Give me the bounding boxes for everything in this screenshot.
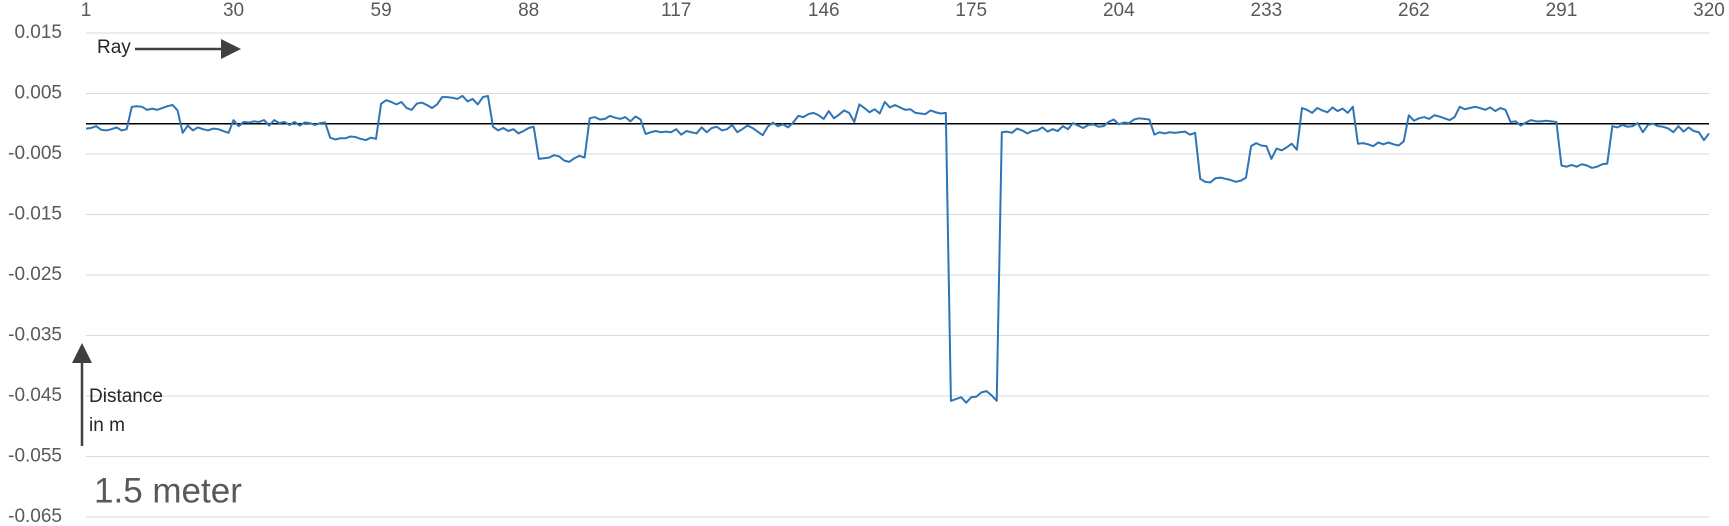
x-tick-label: 146 <box>808 0 840 21</box>
x-tick-label: 320 <box>1693 0 1725 21</box>
data-line <box>85 94 1710 404</box>
y-tick-label: -0.025 <box>8 264 62 285</box>
plot <box>85 94 1710 404</box>
x-tick-label: 30 <box>223 0 244 21</box>
y-tick-label: -0.065 <box>8 506 62 526</box>
x-tick-label: 1 <box>81 0 92 21</box>
x-tick-label: 88 <box>518 0 539 21</box>
x-tick-label: 117 <box>661 0 691 21</box>
y-tick-label: -0.055 <box>8 446 62 467</box>
y-tick-label: -0.035 <box>8 325 62 346</box>
x-tick-label: 59 <box>371 0 392 21</box>
annotation: Distance <box>89 386 163 407</box>
y-tick-label: 0.015 <box>14 22 62 43</box>
x-tick-label: 233 <box>1251 0 1283 21</box>
x-tick-label: 175 <box>955 0 987 21</box>
grid <box>86 32 1709 518</box>
annotation: in m <box>89 415 125 436</box>
x-tick-label: 262 <box>1398 0 1430 21</box>
y-tick-label: -0.015 <box>8 204 62 225</box>
y-tick-label: -0.005 <box>8 143 62 164</box>
y-tick-label: -0.045 <box>8 385 62 406</box>
y-tick-label: 0.005 <box>14 83 62 104</box>
annotation: 1.5 meter <box>94 471 242 510</box>
x-tick-label: 291 <box>1546 0 1578 21</box>
x-tick-label: 204 <box>1103 0 1135 21</box>
annotation: Ray <box>97 37 131 58</box>
